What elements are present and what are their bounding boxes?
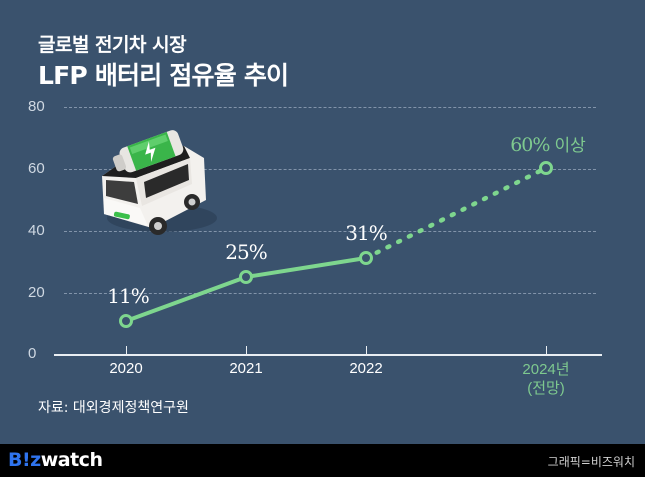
x-axis-line: [54, 354, 602, 356]
data-point-2020: [119, 314, 133, 328]
gridline-80: [64, 107, 596, 108]
chart-subtitle: 글로벌 전기차 시장: [38, 34, 187, 56]
x-label-2021: 2021: [229, 360, 263, 377]
x-tick-mark: [246, 346, 247, 354]
line-plot: [119, 161, 553, 328]
data-label-2024: 60% 이상: [510, 131, 586, 156]
x-label-2024-year: 2024년: [522, 361, 570, 378]
logo-watch: watch: [40, 449, 103, 471]
bizwatch-logo: B!zwatch: [8, 449, 103, 471]
x-tick-mark: [126, 346, 127, 354]
y-tick-20: 20: [28, 284, 45, 301]
y-tick-80: 80: [28, 98, 45, 115]
x-label-2020: 2020: [109, 360, 143, 377]
electric-van-with-battery-icon: [102, 130, 217, 235]
actual-series-line: [124, 256, 368, 323]
data-point-2021: [239, 270, 253, 284]
x-label-2022: 2022: [349, 360, 383, 377]
x-tick-mark: [366, 346, 367, 354]
graphic-credit: 그래픽=비즈워치: [547, 455, 635, 469]
chart-title: LFP 배터리 점유율 추이: [38, 61, 289, 90]
data-label-2022: 31%: [345, 221, 387, 245]
data-label-2021: 25%: [225, 240, 267, 264]
y-tick-0: 0: [28, 345, 37, 362]
logo-biz: B!z: [8, 449, 41, 471]
data-point-2024: [539, 161, 553, 175]
chart-panel: 글로벌 전기차 시장 LFP 배터리 점유율 추이 80 60 40 20 0: [28, 34, 602, 416]
forecast-series-line: [363, 165, 549, 261]
data-label-2024-value: 60%: [510, 134, 550, 156]
gridline-40: [64, 231, 596, 232]
data-label-2024-suffix: 이상: [554, 136, 586, 156]
footer-bar: B!zwatch 그래픽=비즈워치: [0, 444, 645, 477]
x-label-2024-forecast: 2024년 (전망): [506, 360, 586, 398]
data-point-2022: [359, 251, 373, 265]
gridline-60: [64, 169, 596, 170]
y-tick-40: 40: [28, 222, 45, 239]
x-tick-mark: [546, 346, 547, 354]
source-note: 자료: 대외경제정책연구원: [38, 400, 189, 416]
y-tick-60: 60: [28, 160, 45, 177]
data-label-2020: 11%: [107, 284, 149, 308]
x-label-2024-note: (전망): [527, 380, 565, 397]
gridline-20: [64, 293, 596, 294]
